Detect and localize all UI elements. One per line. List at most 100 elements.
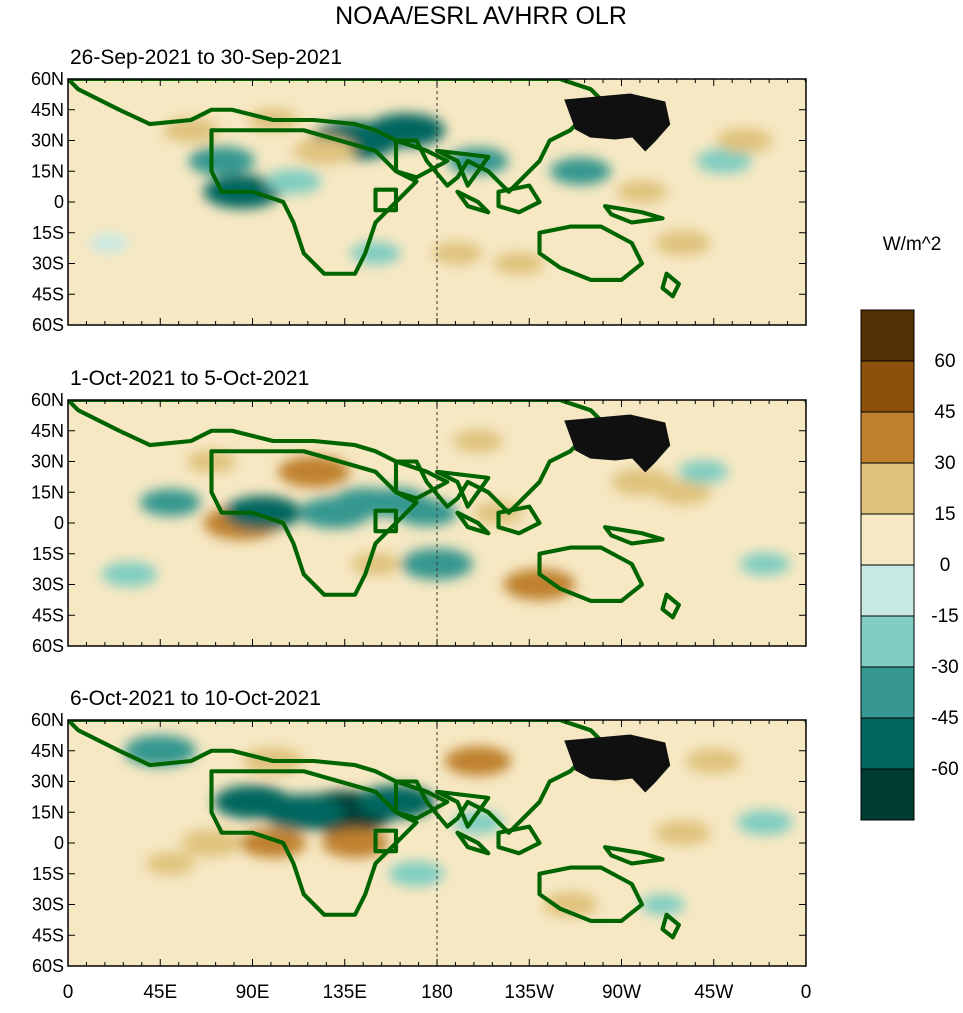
colorbar-tick-label: -15 <box>931 606 958 627</box>
colorbar: W/m^2 60 45 30 15 0 -15 -30 -45 -60 <box>860 234 959 821</box>
anomaly-patch <box>640 894 685 915</box>
anomaly-patch <box>542 892 598 917</box>
anomaly-patch <box>696 148 752 174</box>
anomaly-patch <box>291 273 337 295</box>
anomaly-patch <box>444 746 512 776</box>
lat-label: 15S <box>32 544 64 564</box>
anomaly-patch <box>124 734 197 767</box>
lat-label: 60N <box>31 710 64 730</box>
colorbar-swatch <box>860 717 915 770</box>
lat-label: 30S <box>32 254 64 274</box>
anomaly-patch <box>127 191 173 213</box>
lon-label: 45W <box>694 982 733 1003</box>
lat-label: 45N <box>31 421 64 441</box>
panel-subtitle: 6-Oct-2021 to 10-Oct-2021 <box>70 687 321 710</box>
colorbar-tick-label: -45 <box>931 708 958 729</box>
anomaly-patch <box>716 128 773 153</box>
lat-label: 45S <box>32 925 64 945</box>
lat-label: 15N <box>31 161 64 181</box>
anomaly-patch <box>350 552 401 576</box>
anomaly-patch <box>350 241 401 265</box>
anomaly-patch <box>278 455 350 488</box>
anomaly-patch <box>101 561 158 587</box>
figure-title: NOAA/ESRL AVHRR OLR <box>335 2 627 30</box>
colorbar-tick-label: 0 <box>940 555 951 576</box>
panel-subtitle: 26-Sep-2021 to 30-Sep-2021 <box>70 46 342 69</box>
lon-label: 180 <box>421 982 453 1003</box>
lon-label: 0 <box>801 982 812 1003</box>
colorbar-tick-label: 45 <box>934 402 955 423</box>
colorbar-tick-label: 15 <box>934 504 955 525</box>
anomaly-patch <box>367 113 445 148</box>
anomaly-patch <box>737 810 793 835</box>
anomaly-patch <box>655 230 711 256</box>
anomaly-patch <box>453 429 503 453</box>
colorbar-tick-label: -60 <box>931 759 958 780</box>
lat-label: 60S <box>32 315 64 335</box>
lat-label: 45S <box>32 284 64 304</box>
anomaly-patch <box>655 820 711 846</box>
lon-label: 90E <box>236 982 270 1003</box>
usa-state-borders <box>564 93 671 152</box>
anomaly-patch <box>188 146 255 176</box>
panel-ticks <box>67 78 807 326</box>
anomaly-patch <box>388 861 445 887</box>
colorbar-swatch <box>860 360 915 413</box>
anomaly-patch <box>321 828 389 858</box>
map-panel-3: 6-Oct-2021 to 10-Oct-2021 60N 45N 30N 15N 0 15… <box>31 687 807 976</box>
panel-ticks <box>67 719 807 967</box>
lat-label: 15S <box>32 864 64 884</box>
anomaly-patch <box>617 180 667 204</box>
lat-label: 15N <box>31 802 64 822</box>
colorbar-swatch <box>860 768 915 821</box>
anomaly-patch <box>213 785 292 819</box>
anomaly-patch <box>517 109 562 131</box>
anomaly-patch <box>432 241 483 265</box>
lat-label: 45N <box>31 741 64 761</box>
olr-anomaly-field <box>89 108 773 295</box>
colorbar-swatch <box>860 411 915 464</box>
map-panels: 26-Sep-2021 to 30-Sep-2021 60N 45N 30N 15N 0 1… <box>31 46 812 1003</box>
lat-label: 60N <box>31 69 64 89</box>
lat-label: 15S <box>32 223 64 243</box>
colorbar-swatch <box>860 309 915 362</box>
anomaly-patch <box>550 157 611 185</box>
lat-label: 30N <box>31 131 64 151</box>
anomaly-patch <box>265 169 322 194</box>
lat-label: 0 <box>54 833 64 853</box>
lat-label: 30N <box>31 772 64 792</box>
lat-label: 45N <box>31 100 64 120</box>
lat-label: 30N <box>31 452 64 472</box>
anomaly-patch <box>740 552 790 576</box>
panel-ticks <box>67 399 807 647</box>
lon-label: 0 <box>63 982 74 1003</box>
anomaly-patch <box>140 488 201 517</box>
anomaly-patch <box>163 117 219 143</box>
lat-label: 30S <box>32 575 64 595</box>
lat-label: 60N <box>31 390 64 410</box>
anomaly-patch <box>494 252 544 275</box>
anomaly-patch <box>89 233 129 253</box>
colorbar-swatch <box>860 615 915 668</box>
lat-label: 45S <box>32 605 64 625</box>
anomaly-patch <box>686 748 742 774</box>
map-panel-1: 26-Sep-2021 to 30-Sep-2021 60N 45N 30N 15N 0 1… <box>31 46 807 335</box>
lat-label: 15N <box>31 482 64 502</box>
lat-label: 60S <box>32 956 64 976</box>
colorbar-swatch <box>860 513 915 566</box>
usa-state-borders <box>564 414 671 473</box>
lon-label: 135W <box>504 982 554 1003</box>
map-panel-2: 1-Oct-2021 to 5-Oct-2021 60N 45N 30N 15N 0 15S… <box>31 367 807 656</box>
colorbar-units: W/m^2 <box>883 234 942 255</box>
colorbar-swatch <box>860 564 915 617</box>
anomaly-patch <box>655 479 711 505</box>
colorbar-swatch <box>860 462 915 515</box>
lon-label: 135E <box>323 982 367 1003</box>
anomaly-patch <box>145 852 196 875</box>
colorbar-swatch <box>860 666 915 719</box>
colorbar-tick-label: 60 <box>934 351 955 372</box>
colorbar-tick-label: -30 <box>931 657 958 678</box>
colorbar-tick-label: 30 <box>934 453 955 474</box>
lon-label: 45E <box>143 982 177 1003</box>
